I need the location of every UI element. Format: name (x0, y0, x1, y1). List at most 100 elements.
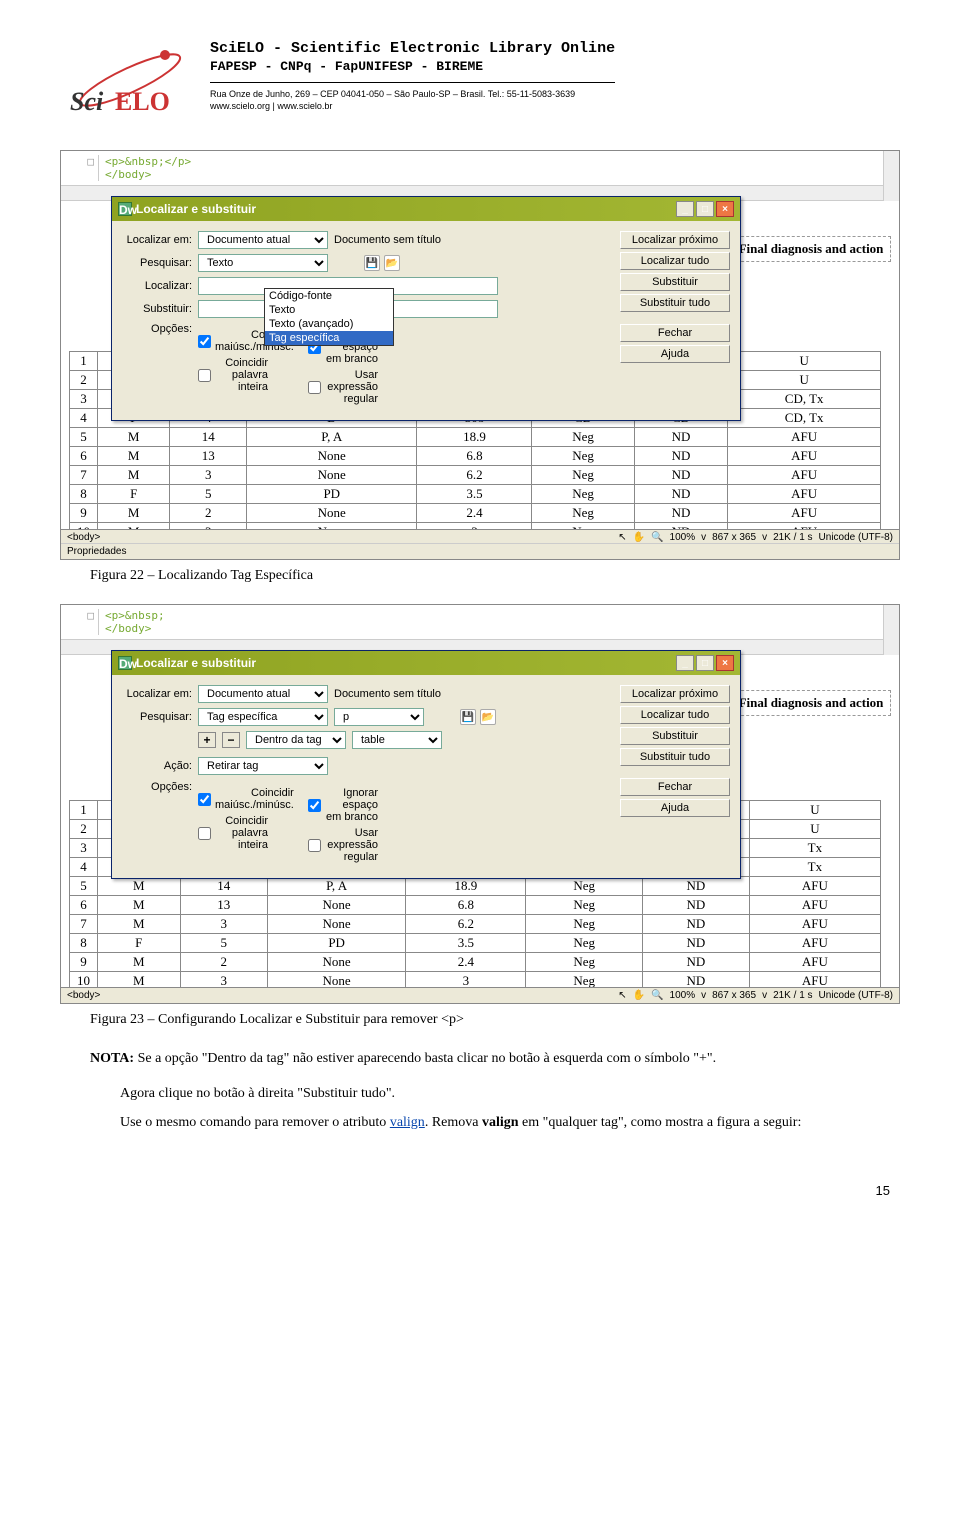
table-row: 6M13None6.8NegNDAFU (70, 896, 881, 915)
scrollbar-vertical[interactable] (883, 151, 899, 201)
code-view: □ <p>&nbsp;</p> </body> (61, 151, 883, 186)
pointer-icon[interactable]: ↖ (618, 990, 626, 1001)
chk-coincidir-palavra[interactable]: Coincidir palavra inteira (198, 357, 268, 393)
pesquisar-select[interactable]: Tag específica (198, 708, 328, 726)
dropdown-option[interactable]: Código-fonte (265, 289, 393, 303)
body-paragraph-1: NOTA: Se a opção "Dentro da tag" não est… (90, 1048, 870, 1069)
dropdown-option[interactable]: Texto (avançado) (265, 317, 393, 331)
table-cell: AFU (749, 915, 880, 934)
dentro-tag-value-select[interactable]: table (352, 731, 442, 749)
table-cell: 9 (70, 953, 98, 972)
open-query-icon[interactable]: 📂 (480, 709, 496, 725)
final-diagnosis-box: Final diagnosis and action (731, 690, 891, 716)
find-replace-dialog: DwLocalizar e substituir _ □ × Localizar… (111, 650, 741, 879)
scielo-logo: Sci ELO (60, 40, 190, 120)
code-gutter: □ (69, 155, 99, 181)
save-query-icon[interactable]: 💾 (460, 709, 476, 725)
minus-button[interactable]: − (222, 732, 240, 748)
plus-button[interactable]: + (198, 732, 216, 748)
code-line: <p>&nbsp;</p> (105, 155, 191, 168)
localizar-proximo-button[interactable]: Localizar próximo (620, 685, 730, 703)
header-title-2: FAPESP - CNPq - FapUNIFESP - BIREME (210, 59, 615, 74)
zoom-icon[interactable]: 🔍 (651, 532, 663, 543)
pesquisar-select[interactable]: Texto (198, 254, 328, 272)
table-cell: M (98, 915, 181, 934)
dentro-tag-select[interactable]: Dentro da tag (246, 731, 346, 749)
table-cell: 13 (180, 896, 267, 915)
table-cell: CD, Tx (728, 409, 881, 428)
chk-coincidir-palavra[interactable]: Coincidir palavra inteira (198, 815, 268, 851)
chk-usar-expr[interactable]: Usar expressão regular (308, 369, 378, 405)
table-cell: 6.8 (406, 896, 526, 915)
body-paragraph-2: Agora clique no botão à direita "Substit… (90, 1083, 870, 1104)
page-number: 15 (60, 1183, 890, 1198)
fechar-button[interactable]: Fechar (620, 324, 730, 342)
table-cell: M (98, 504, 170, 523)
table-row: 7M3None6.2NegNDAFU (70, 466, 881, 485)
scrollbar-vertical[interactable] (883, 605, 899, 655)
table-cell: 8 (70, 485, 98, 504)
dialog-titlebar[interactable]: DwLocalizar e substituir _ □ × (112, 197, 740, 221)
save-query-icon[interactable]: 💾 (364, 255, 380, 271)
table-row: 9M2None2.4NegNDAFU (70, 504, 881, 523)
localizar-tudo-button[interactable]: Localizar tudo (620, 706, 730, 724)
table-cell: 2.4 (417, 504, 532, 523)
pesquisar-dropdown-list[interactable]: Código-fonte Texto Texto (avançado) Tag … (264, 288, 394, 346)
substituir-tudo-button[interactable]: Substituir tudo (620, 748, 730, 766)
dialog-titlebar[interactable]: DwLocalizar e substituir _ □ × (112, 651, 740, 675)
localizar-em-select[interactable]: Documento atual (198, 685, 328, 703)
substituir-button[interactable]: Substituir (620, 273, 730, 291)
label-acao: Ação: (122, 760, 192, 772)
minimize-button[interactable]: _ (676, 655, 694, 671)
chk-coincidir-maiusc[interactable]: Coincidir maiúsc./minúsc. (198, 787, 268, 811)
table-cell: 5 (70, 428, 98, 447)
table-cell: 2 (170, 504, 247, 523)
acao-select[interactable]: Retirar tag (198, 757, 328, 775)
svg-text:ELO: ELO (115, 87, 170, 116)
open-query-icon[interactable]: 📂 (384, 255, 400, 271)
localizar-proximo-button[interactable]: Localizar próximo (620, 231, 730, 249)
fechar-button[interactable]: Fechar (620, 778, 730, 796)
dropdown-option[interactable]: Texto (265, 303, 393, 317)
dropdown-option-selected[interactable]: Tag específica (265, 331, 393, 345)
hand-icon[interactable]: ✋ (633, 990, 645, 1001)
localizar-em-select[interactable]: Documento atual (198, 231, 328, 249)
minimize-button[interactable]: _ (676, 201, 694, 217)
chk-coincidir-maiusc[interactable]: Coincidir maiúsc./minúsc. (198, 329, 268, 353)
table-cell: None (267, 953, 405, 972)
label-substituir: Substituir: (122, 303, 192, 315)
close-button[interactable]: × (716, 201, 734, 217)
pointer-icon[interactable]: ↖ (618, 532, 626, 543)
maximize-button[interactable]: □ (696, 655, 714, 671)
figure-22-caption: Figura 22 – Localizando Tag Específica (90, 568, 900, 584)
chk-ignorar-espaco[interactable]: Ignorar espaço em branco (308, 787, 378, 823)
page-header: Sci ELO SciELO - Scientific Electronic L… (60, 40, 900, 120)
valign-link[interactable]: valign (390, 1115, 425, 1130)
localizar-tudo-button[interactable]: Localizar tudo (620, 252, 730, 270)
table-cell: 3 (70, 390, 98, 409)
chk-usar-expr[interactable]: Usar expressão regular (308, 827, 378, 863)
screenshot-1: □ <p>&nbsp;</p> </body> DwLocalizar e su… (60, 150, 900, 560)
label-pesquisar: Pesquisar: (122, 257, 192, 269)
status-encoding: Unicode (UTF-8) (819, 990, 893, 1001)
svg-text:Sci: Sci (70, 87, 104, 116)
table-cell: AFU (728, 485, 881, 504)
ajuda-button[interactable]: Ajuda (620, 345, 730, 363)
close-button[interactable]: × (716, 655, 734, 671)
substituir-tudo-button[interactable]: Substituir tudo (620, 294, 730, 312)
table-cell: U (749, 801, 880, 820)
zoom-icon[interactable]: 🔍 (651, 990, 663, 1001)
table-cell: 7 (70, 466, 98, 485)
table-cell: 5 (70, 877, 98, 896)
substituir-button[interactable]: Substituir (620, 727, 730, 745)
properties-bar[interactable]: Propriedades (61, 543, 899, 559)
hand-icon[interactable]: ✋ (633, 532, 645, 543)
ajuda-button[interactable]: Ajuda (620, 799, 730, 817)
table-cell: None (247, 466, 417, 485)
tag-select[interactable]: p (334, 708, 424, 726)
table-cell: 1 (70, 801, 98, 820)
table-cell: 13 (170, 447, 247, 466)
code-line: </body> (105, 168, 151, 181)
maximize-button[interactable]: □ (696, 201, 714, 217)
status-dims: 867 x 365 (712, 990, 756, 1001)
